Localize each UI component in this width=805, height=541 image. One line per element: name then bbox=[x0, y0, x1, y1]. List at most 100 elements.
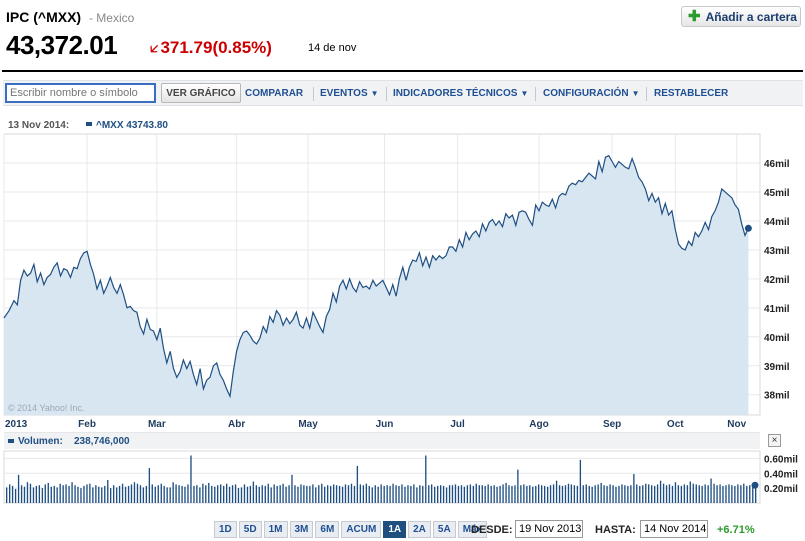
range-button-3m[interactable]: 3M bbox=[289, 521, 314, 538]
volume-bar bbox=[410, 485, 412, 503]
volume-bar bbox=[80, 488, 82, 503]
view-chart-button[interactable]: VER GRÁFICO bbox=[161, 83, 241, 103]
price-x-tick-label: Feb bbox=[78, 419, 96, 430]
events-label: EVENTOS bbox=[320, 88, 368, 99]
settings-menu[interactable]: CONFIGURACIÓN ▼ bbox=[543, 88, 639, 99]
range-button-1a[interactable]: 1A bbox=[383, 521, 407, 538]
volume-bar bbox=[609, 484, 611, 503]
range-button-1m[interactable]: 1M bbox=[263, 521, 288, 538]
volume-bar bbox=[603, 485, 605, 503]
volume-y-tick-label: 0.20mil bbox=[764, 484, 798, 495]
volume-bar bbox=[389, 485, 391, 503]
volume-bar bbox=[728, 484, 730, 503]
price-x-tick-label: Jul bbox=[450, 419, 465, 430]
range-button-6m[interactable]: 6M bbox=[315, 521, 340, 538]
volume-bar bbox=[725, 485, 727, 503]
volume-bar bbox=[555, 480, 558, 503]
volume-bar bbox=[579, 459, 582, 503]
close-volume-icon[interactable]: × bbox=[768, 434, 781, 447]
volume-bar bbox=[472, 485, 475, 503]
toolbar-separator bbox=[313, 87, 314, 101]
volume-bar bbox=[44, 484, 46, 503]
symbol-name: IPC (^MXX) bbox=[6, 9, 82, 25]
volume-bar bbox=[499, 485, 501, 503]
volume-bar bbox=[570, 484, 573, 503]
volume-bar bbox=[273, 484, 275, 503]
volume-bar bbox=[365, 483, 368, 503]
range-button-5a[interactable]: 5A bbox=[432, 521, 456, 538]
volume-bar bbox=[187, 484, 189, 503]
volume-bar bbox=[716, 485, 718, 503]
volume-bar bbox=[606, 485, 608, 503]
price-x-tick-label: May bbox=[298, 419, 318, 430]
volume-bar bbox=[47, 482, 49, 503]
range-button-5d[interactable]: 5D bbox=[238, 521, 262, 538]
volume-bar bbox=[710, 478, 712, 503]
volume-bar bbox=[330, 485, 332, 503]
volume-bar bbox=[722, 485, 724, 503]
volume-bar bbox=[303, 485, 305, 503]
volume-bar bbox=[341, 486, 344, 503]
volume-bar bbox=[541, 485, 543, 503]
volume-bar bbox=[175, 484, 177, 503]
price-y-tick-label: 39mil bbox=[764, 362, 790, 373]
compare-link[interactable]: COMPARAR bbox=[245, 88, 304, 99]
caret-down-icon: ▼ bbox=[520, 89, 529, 98]
volume-info-label: Volumen: bbox=[18, 436, 63, 447]
volume-bar bbox=[124, 486, 127, 503]
events-menu[interactable]: EVENTOS ▼ bbox=[320, 88, 379, 99]
volume-bar bbox=[226, 483, 228, 503]
price-x-tick-label: Jun bbox=[376, 419, 394, 430]
volume-bar bbox=[466, 485, 469, 503]
add-to-portfolio-button[interactable]: ✚ Añadir a cartera bbox=[681, 6, 801, 27]
from-label: DESDE: bbox=[471, 524, 513, 536]
volume-bar bbox=[731, 485, 733, 503]
volume-bar bbox=[217, 485, 219, 503]
volume-bar bbox=[392, 483, 394, 503]
range-button-acum[interactable]: ACUM bbox=[341, 521, 382, 538]
volume-bar bbox=[178, 485, 180, 503]
volume-bar bbox=[713, 483, 715, 503]
volume-bar bbox=[234, 484, 237, 503]
symbol-search-input[interactable] bbox=[5, 83, 156, 103]
volume-bar bbox=[184, 486, 186, 503]
volume-bar bbox=[615, 486, 617, 503]
volume-bar bbox=[618, 485, 620, 503]
volume-bar bbox=[300, 484, 302, 503]
volume-bar bbox=[493, 485, 495, 503]
volume-bar bbox=[544, 485, 546, 503]
range-button-2a[interactable]: 2A bbox=[408, 521, 431, 538]
series-swatch bbox=[86, 122, 92, 126]
volume-bar bbox=[347, 485, 350, 503]
volume-bar bbox=[654, 485, 656, 503]
volume-bar bbox=[92, 487, 94, 503]
volume-bar bbox=[740, 485, 742, 503]
volume-bar bbox=[223, 485, 225, 503]
volume-bar bbox=[344, 484, 347, 503]
price-x-tick-label: Sep bbox=[603, 419, 621, 430]
price-x-tick-label: Ago bbox=[529, 419, 548, 430]
volume-bar bbox=[208, 482, 210, 503]
volume-bar bbox=[692, 483, 694, 503]
volume-bar bbox=[89, 483, 91, 503]
price-y-tick-label: 42mil bbox=[764, 275, 790, 286]
volume-bar bbox=[630, 485, 632, 503]
technical-indicators-menu[interactable]: INDICADORES TÉCNICOS ▼ bbox=[393, 88, 528, 99]
volume-bar bbox=[460, 485, 463, 503]
volume-y-axis: 0.20mil 0.40mil 0.60mil bbox=[764, 454, 798, 495]
settings-label: CONFIGURACIÓN bbox=[543, 88, 629, 99]
volume-bar bbox=[113, 485, 115, 503]
price-y-tick-label: 46mil bbox=[764, 159, 790, 170]
to-label: HASTA: bbox=[595, 524, 636, 536]
range-button-1d[interactable]: 1D bbox=[214, 521, 237, 538]
to-date-field[interactable]: 14 Nov 2014 bbox=[640, 520, 708, 538]
volume-bar bbox=[279, 485, 281, 503]
volume-bar bbox=[214, 486, 216, 503]
range-button-máx[interactable]: Máx bbox=[457, 521, 488, 538]
volume-bar bbox=[356, 465, 359, 503]
reset-link[interactable]: RESTABLECER bbox=[654, 88, 729, 99]
volume-bar bbox=[261, 485, 263, 503]
from-date-field[interactable]: 19 Nov 2013 bbox=[515, 520, 583, 538]
volume-bar bbox=[321, 483, 323, 503]
volume-bar bbox=[324, 486, 326, 503]
